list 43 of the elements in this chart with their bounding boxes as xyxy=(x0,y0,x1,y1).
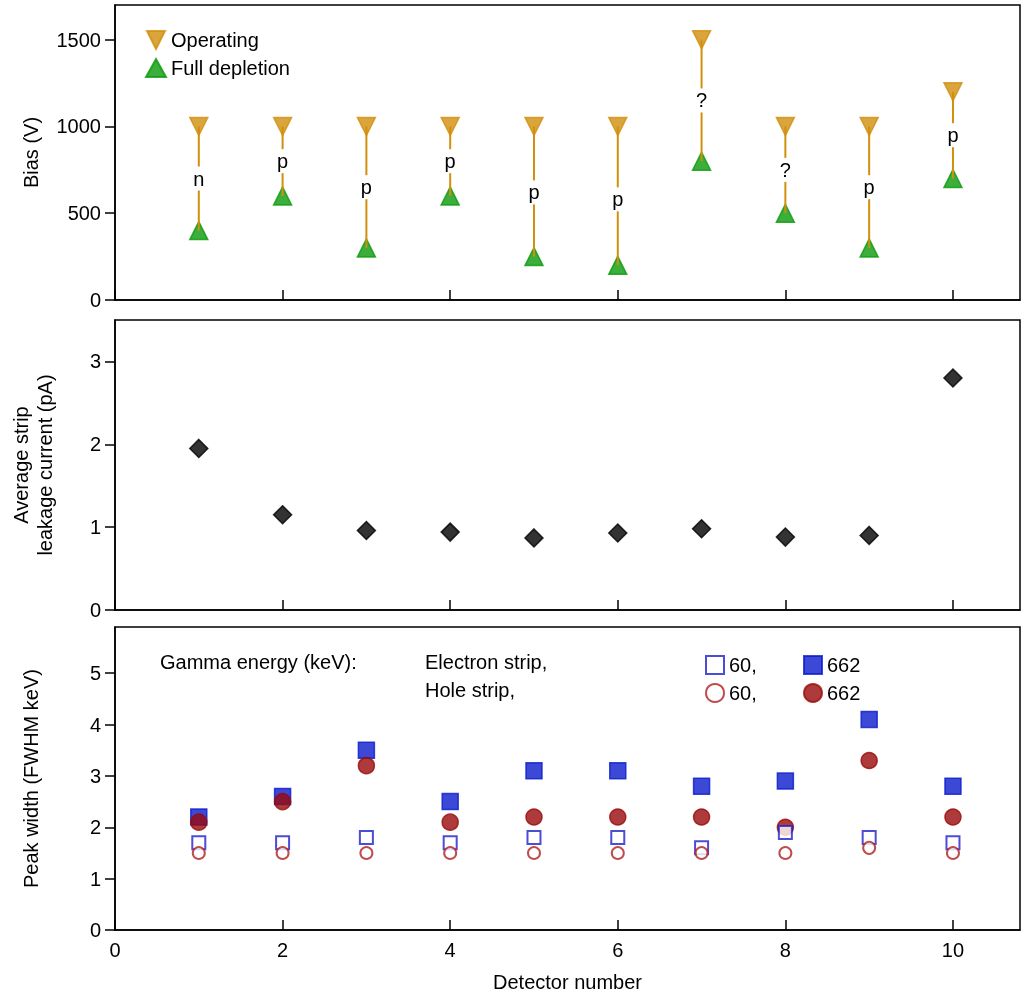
x-axis-title: Detector number xyxy=(493,971,643,993)
annotation: Electron strip, xyxy=(425,651,548,673)
annotation: ? xyxy=(696,89,708,112)
annotation: Hole strip, xyxy=(425,679,516,701)
x-tick-label: 10 xyxy=(941,939,965,961)
y-tick-label: 0 xyxy=(89,289,101,311)
annotation: p xyxy=(612,188,624,211)
y-tick-label: 0 xyxy=(89,599,101,621)
y-tick-label: 1500 xyxy=(56,28,101,51)
y-tick-label: 0 xyxy=(89,919,101,941)
annotation: p xyxy=(528,181,540,204)
y-tick-label: 2 xyxy=(89,816,101,839)
annotation: n xyxy=(193,167,205,190)
x-tick-label: 4 xyxy=(444,939,456,961)
y-tick-label: 5 xyxy=(89,662,101,685)
legend-label: 60, xyxy=(729,654,757,676)
y-tick-label: 3 xyxy=(89,350,101,373)
legend-label: 60, xyxy=(729,682,757,704)
annotation: p xyxy=(444,150,456,173)
y-tick-label: 1 xyxy=(89,867,101,890)
annotation: p xyxy=(947,124,959,147)
y-axis-title: Average strip leakage current (pA) xyxy=(10,374,56,556)
y-tick-label: 4 xyxy=(89,713,101,736)
x-tick-label: 2 xyxy=(277,939,289,961)
annotation: p xyxy=(863,176,875,199)
legend-label: Operating xyxy=(171,29,259,51)
y-tick-label: 3 xyxy=(89,764,101,787)
y-tick-label: 2 xyxy=(89,433,101,456)
legend-label: 662 xyxy=(827,682,861,704)
x-tick-label: 8 xyxy=(779,939,791,961)
y-tick-label: 1000 xyxy=(56,115,101,138)
x-tick-label: 6 xyxy=(612,939,624,961)
x-tick-label: 0 xyxy=(109,939,121,961)
legend-label: Full depletion xyxy=(171,57,290,79)
y-axis-title: Bias (V) xyxy=(20,116,42,189)
y-tick-label: 1 xyxy=(89,516,101,539)
annotation: p xyxy=(277,150,289,173)
annotation: ? xyxy=(779,158,791,181)
y-axis-title: Peak width (FWHM keV) xyxy=(20,669,42,888)
legend-label: 662 xyxy=(827,654,861,676)
y-tick-label: 500 xyxy=(67,202,101,225)
legend-title: Gamma energy (keV): xyxy=(160,651,357,673)
annotation: p xyxy=(360,176,372,199)
